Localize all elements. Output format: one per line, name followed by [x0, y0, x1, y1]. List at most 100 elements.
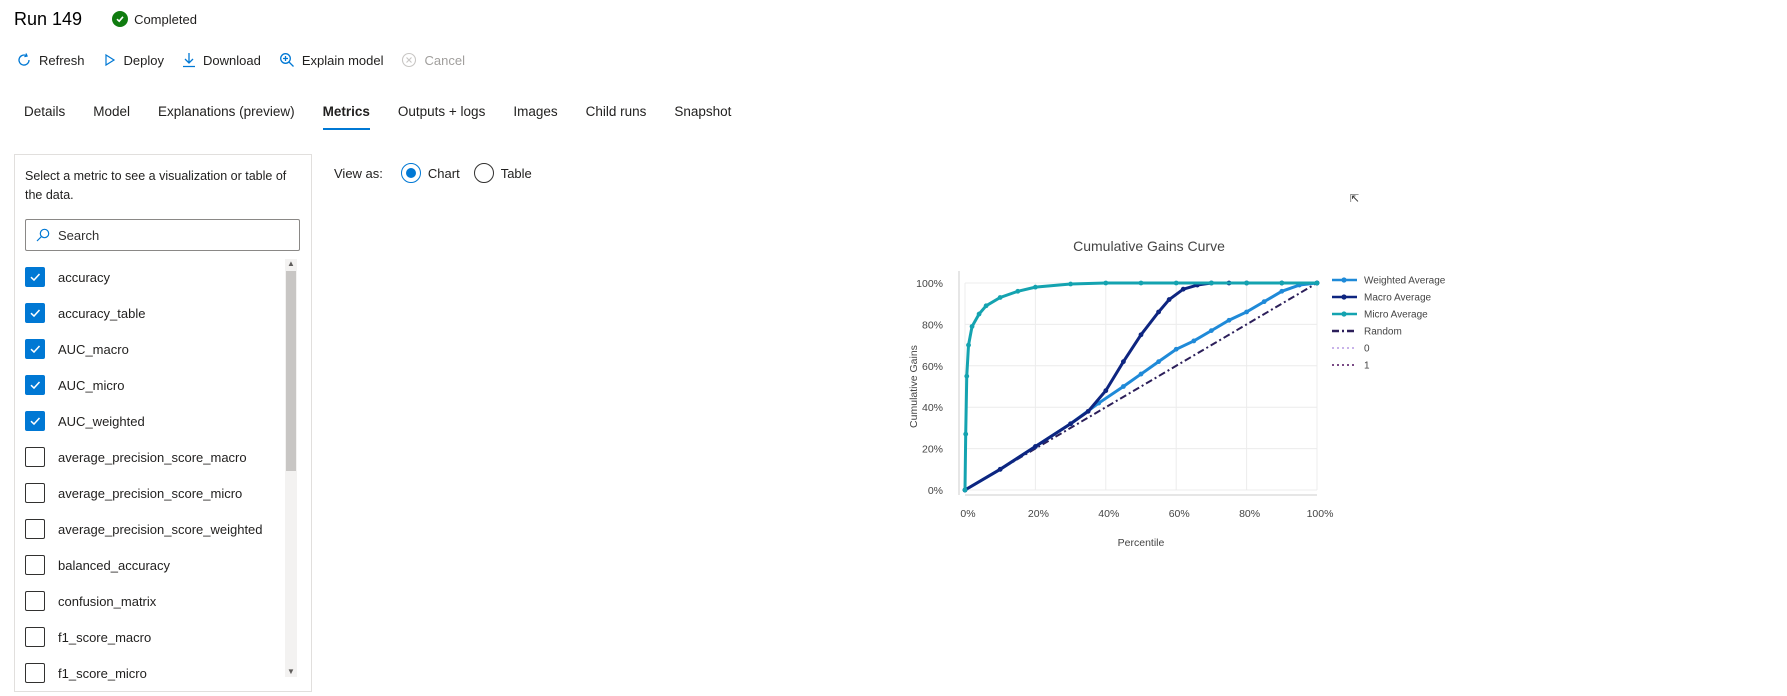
metric-checkbox[interactable]	[25, 627, 45, 647]
metric-item[interactable]: accuracy_table	[25, 295, 270, 331]
metric-checkbox[interactable]	[25, 411, 45, 431]
cancel-label: Cancel	[424, 52, 465, 68]
data-point	[962, 487, 968, 493]
metric-item[interactable]: f1_score_micro	[25, 655, 270, 691]
metric-label: AUC_macro	[58, 341, 129, 357]
data-point	[1166, 297, 1172, 302]
data-point	[1156, 309, 1161, 315]
data-point	[1138, 280, 1144, 286]
status-text: Completed	[134, 11, 197, 27]
metric-item[interactable]: AUC_micro	[25, 367, 270, 403]
search-input[interactable]: Search	[25, 219, 300, 251]
cancel-button[interactable]: Cancel	[401, 52, 465, 68]
data-point	[1085, 408, 1091, 414]
data-point	[1279, 288, 1285, 294]
metric-item[interactable]: average_precision_score_macro	[25, 439, 270, 475]
scroll-up-icon[interactable]: ▲	[287, 259, 295, 268]
tab-snapshot[interactable]: Snapshot	[674, 104, 732, 119]
search-placeholder: Search	[58, 227, 100, 243]
scroll-down-icon[interactable]: ▼	[287, 667, 295, 676]
refresh-label: Refresh	[39, 52, 85, 68]
legend-label: Macro Average	[1364, 293, 1432, 304]
metric-label: accuracy	[58, 269, 111, 285]
radio-table[interactable]: Table	[473, 163, 532, 183]
explain-model-button[interactable]: Explain model	[279, 52, 384, 68]
y-axis-label: Cumulative Gains	[908, 345, 920, 428]
y-tick-label: 20%	[922, 444, 943, 456]
metric-checkbox[interactable]	[25, 483, 45, 503]
radio-chart[interactable]: Chart	[400, 163, 460, 183]
tab-explanations[interactable]: Explanations (preview)	[158, 104, 295, 119]
legend-label: 0	[1364, 344, 1370, 355]
zoom-in-icon	[279, 53, 294, 67]
legend-label: Random	[1364, 327, 1402, 338]
legend-marker	[1341, 277, 1347, 283]
deploy-label: Deploy	[123, 52, 164, 68]
x-tick-label: 40%	[1098, 508, 1119, 520]
y-tick-label: 80%	[922, 319, 943, 331]
metric-checkbox[interactable]	[25, 339, 45, 359]
metric-checkbox[interactable]	[25, 267, 45, 287]
metric-item[interactable]: average_precision_score_weighted	[25, 511, 270, 547]
metric-label: average_precision_score_micro	[58, 485, 243, 501]
radio-table-circle[interactable]	[473, 163, 494, 183]
metric-checkbox[interactable]	[25, 555, 45, 575]
metric-list: accuracy accuracy_table AUC_macro AUC_micro…	[25, 259, 270, 691]
data-point	[1033, 444, 1038, 449]
data-point	[997, 466, 1003, 472]
tab-model[interactable]: Model	[93, 104, 131, 119]
refresh-button[interactable]: Refresh	[16, 52, 85, 68]
metric-checkbox[interactable]	[25, 591, 45, 611]
status-badge: Completed	[112, 11, 197, 27]
data-point	[1173, 280, 1179, 286]
metric-item[interactable]: balanced_accuracy	[25, 547, 270, 583]
metric-checkbox[interactable]	[25, 303, 45, 323]
cancel-icon	[402, 52, 417, 68]
series-line	[964, 282, 1318, 491]
metric-item[interactable]: AUC_macro	[25, 331, 270, 367]
chart-title: Cumulative Gains Curve	[1073, 238, 1225, 254]
tab-outputs-logs[interactable]: Outputs + logs	[397, 104, 486, 119]
metric-checkbox[interactable]	[25, 447, 45, 467]
metric-item[interactable]: AUC_weighted	[25, 403, 270, 439]
metric-item[interactable]: accuracy	[25, 259, 270, 295]
legend-label: Micro Average	[1364, 310, 1428, 321]
expand-icon[interactable]: ⇱	[1350, 193, 1360, 205]
search-icon	[36, 228, 50, 242]
metrics-sidebar: Select a metric to see a visualization o…	[14, 154, 312, 692]
data-point	[1068, 421, 1073, 427]
tab-images[interactable]: Images	[513, 104, 558, 119]
data-point	[1209, 328, 1214, 334]
explain-model-label: Explain model	[301, 52, 384, 68]
tab-details[interactable]: Details	[24, 104, 66, 119]
tab-child-runs[interactable]: Child runs	[585, 104, 647, 119]
data-point	[983, 303, 989, 309]
series-line	[963, 281, 1317, 491]
download-button[interactable]: Download	[182, 52, 261, 68]
data-point	[964, 373, 970, 379]
run-header: Run 149 Completed	[14, 8, 197, 30]
radio-chart-circle[interactable]	[400, 163, 421, 183]
metric-checkbox[interactable]	[25, 375, 45, 395]
metric-item[interactable]: f1_score_macro	[25, 619, 270, 655]
metric-item[interactable]: confusion_matrix	[25, 583, 270, 619]
metric-item[interactable]: average_precision_score_micro	[25, 475, 270, 511]
deploy-button[interactable]: Deploy	[103, 53, 164, 68]
metric-label: AUC_weighted	[58, 413, 145, 429]
tab-metrics[interactable]: Metrics	[322, 104, 371, 132]
metric-label: f1_score_micro	[58, 665, 147, 681]
check-circle-icon	[112, 11, 129, 27]
scroll-thumb[interactable]	[286, 271, 296, 471]
metric-checkbox[interactable]	[25, 663, 45, 683]
data-point	[1226, 317, 1232, 323]
legend-label: 1	[1364, 361, 1370, 372]
metric-label: average_precision_score_weighted	[58, 521, 263, 537]
legend-marker	[1341, 294, 1347, 300]
view-as-label: View as:	[334, 165, 383, 181]
radio-chart-label: Chart	[427, 165, 460, 181]
data-point	[1103, 280, 1109, 286]
metric-list-scrollbar[interactable]: ▲ ▼	[285, 259, 297, 677]
metric-checkbox[interactable]	[25, 519, 45, 539]
data-point	[1279, 280, 1285, 286]
view-as-group: View as: Chart Table	[334, 163, 546, 183]
